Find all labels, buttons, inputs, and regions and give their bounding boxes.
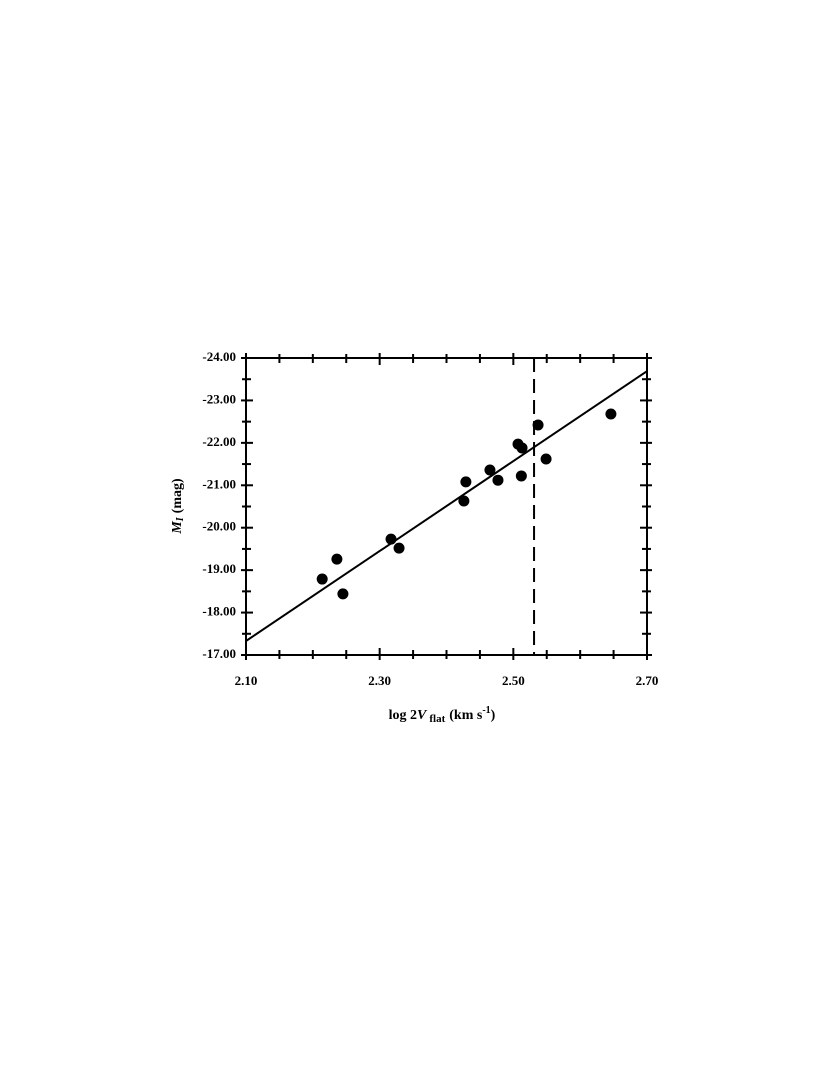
y-tick-label: -18.00 — [202, 604, 236, 619]
data-point — [516, 442, 528, 454]
data-point — [458, 495, 470, 507]
y-tick-label: -23.00 — [202, 391, 236, 406]
fit-line — [245, 370, 648, 642]
x-label-unit: (km s — [449, 708, 483, 723]
data-point — [532, 419, 544, 431]
data-point — [460, 476, 472, 488]
data-point — [393, 542, 405, 554]
data-point — [385, 533, 397, 545]
data-point — [331, 553, 343, 565]
y-axis-label: MI (mag) — [170, 478, 186, 535]
data-point — [337, 588, 349, 600]
data-point — [515, 470, 527, 482]
x-tick-label: 2.50 — [502, 673, 525, 688]
y-tick-label: -20.00 — [202, 519, 236, 534]
y-tick-label: -24.00 — [202, 349, 236, 364]
data-point — [316, 573, 328, 585]
x-label-symbol: V — [417, 708, 428, 723]
y-tick-label: -19.00 — [202, 561, 236, 576]
data-point — [540, 453, 552, 465]
y-tick-label: -17.00 — [202, 646, 236, 661]
data-point — [605, 408, 617, 420]
data-point — [492, 474, 504, 486]
data-point — [484, 464, 496, 476]
x-axis-label: log 2V flat (km s-1) — [389, 705, 496, 724]
x-tick-label: 2.30 — [368, 673, 391, 688]
x-tick-label: 2.10 — [235, 673, 258, 688]
x-label-exponent: -1 — [482, 705, 490, 716]
x-label-close: ) — [491, 708, 496, 723]
x-label-subscript: flat — [429, 713, 445, 725]
y-label-unit: (mag) — [170, 478, 185, 513]
x-tick-label: 2.70 — [636, 673, 659, 688]
y-tick-label: -22.00 — [202, 434, 236, 449]
y-label-symbol: M — [170, 521, 185, 535]
x-label-prefix: log 2 — [389, 708, 417, 723]
y-tick-label: -21.00 — [202, 476, 236, 491]
y-label-subscript: I — [175, 516, 186, 522]
